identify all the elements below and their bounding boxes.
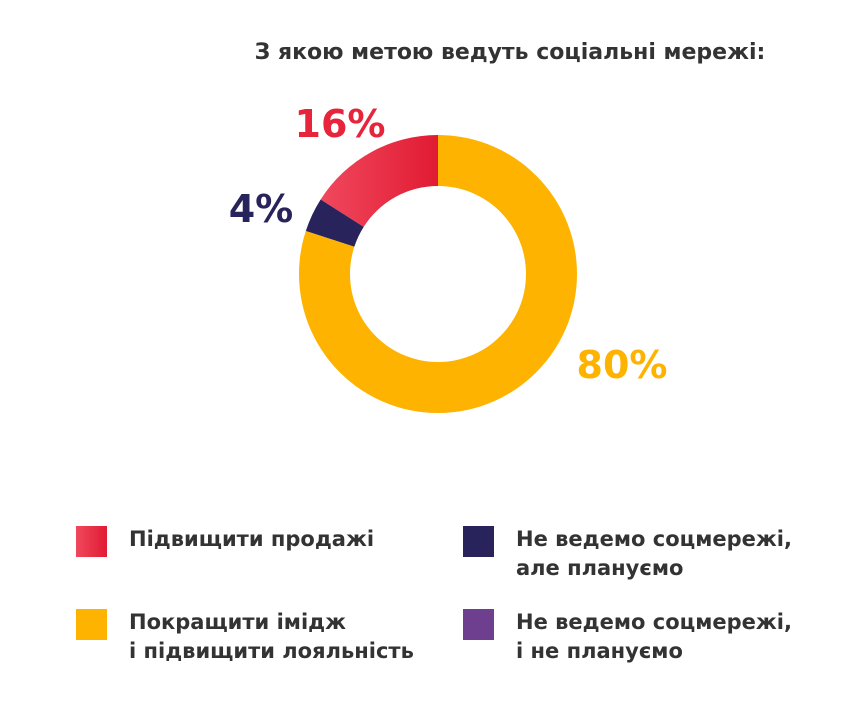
slice-improve-image — [299, 135, 577, 414]
legend-swatch-navy — [463, 526, 494, 557]
legend-item-planning: Не ведемо соцмережі, але плануємо — [463, 526, 792, 583]
legend-label: Підвищити продажі — [129, 527, 375, 551]
chart-title: З якою метою ведуть соціальні мережі: — [254, 40, 766, 65]
label-planning: 4% — [229, 187, 294, 231]
legend-swatch-red — [76, 526, 107, 557]
legend-swatch-yellow — [76, 609, 107, 640]
legend-item-increase-sales: Підвищити продажі — [76, 526, 374, 557]
label-increase-sales: 16% — [295, 102, 386, 146]
legend-label: Не ведемо соцмережі, і не плануємо — [516, 610, 792, 663]
label-improve-image: 80% — [577, 343, 668, 387]
legend-item-not-planning: Не ведемо соцмережі, і не плануємо — [463, 609, 792, 666]
legend-swatch-purple — [463, 609, 494, 640]
legend-label: Не ведемо соцмережі, але плануємо — [516, 527, 792, 580]
legend-item-improve-image: Покращити імідж і підвищити лояльність — [76, 609, 414, 666]
slice-increase-sales — [320, 135, 438, 227]
legend-label: Покращити імідж і підвищити лояльність — [129, 610, 414, 663]
slice-planning — [305, 199, 364, 247]
